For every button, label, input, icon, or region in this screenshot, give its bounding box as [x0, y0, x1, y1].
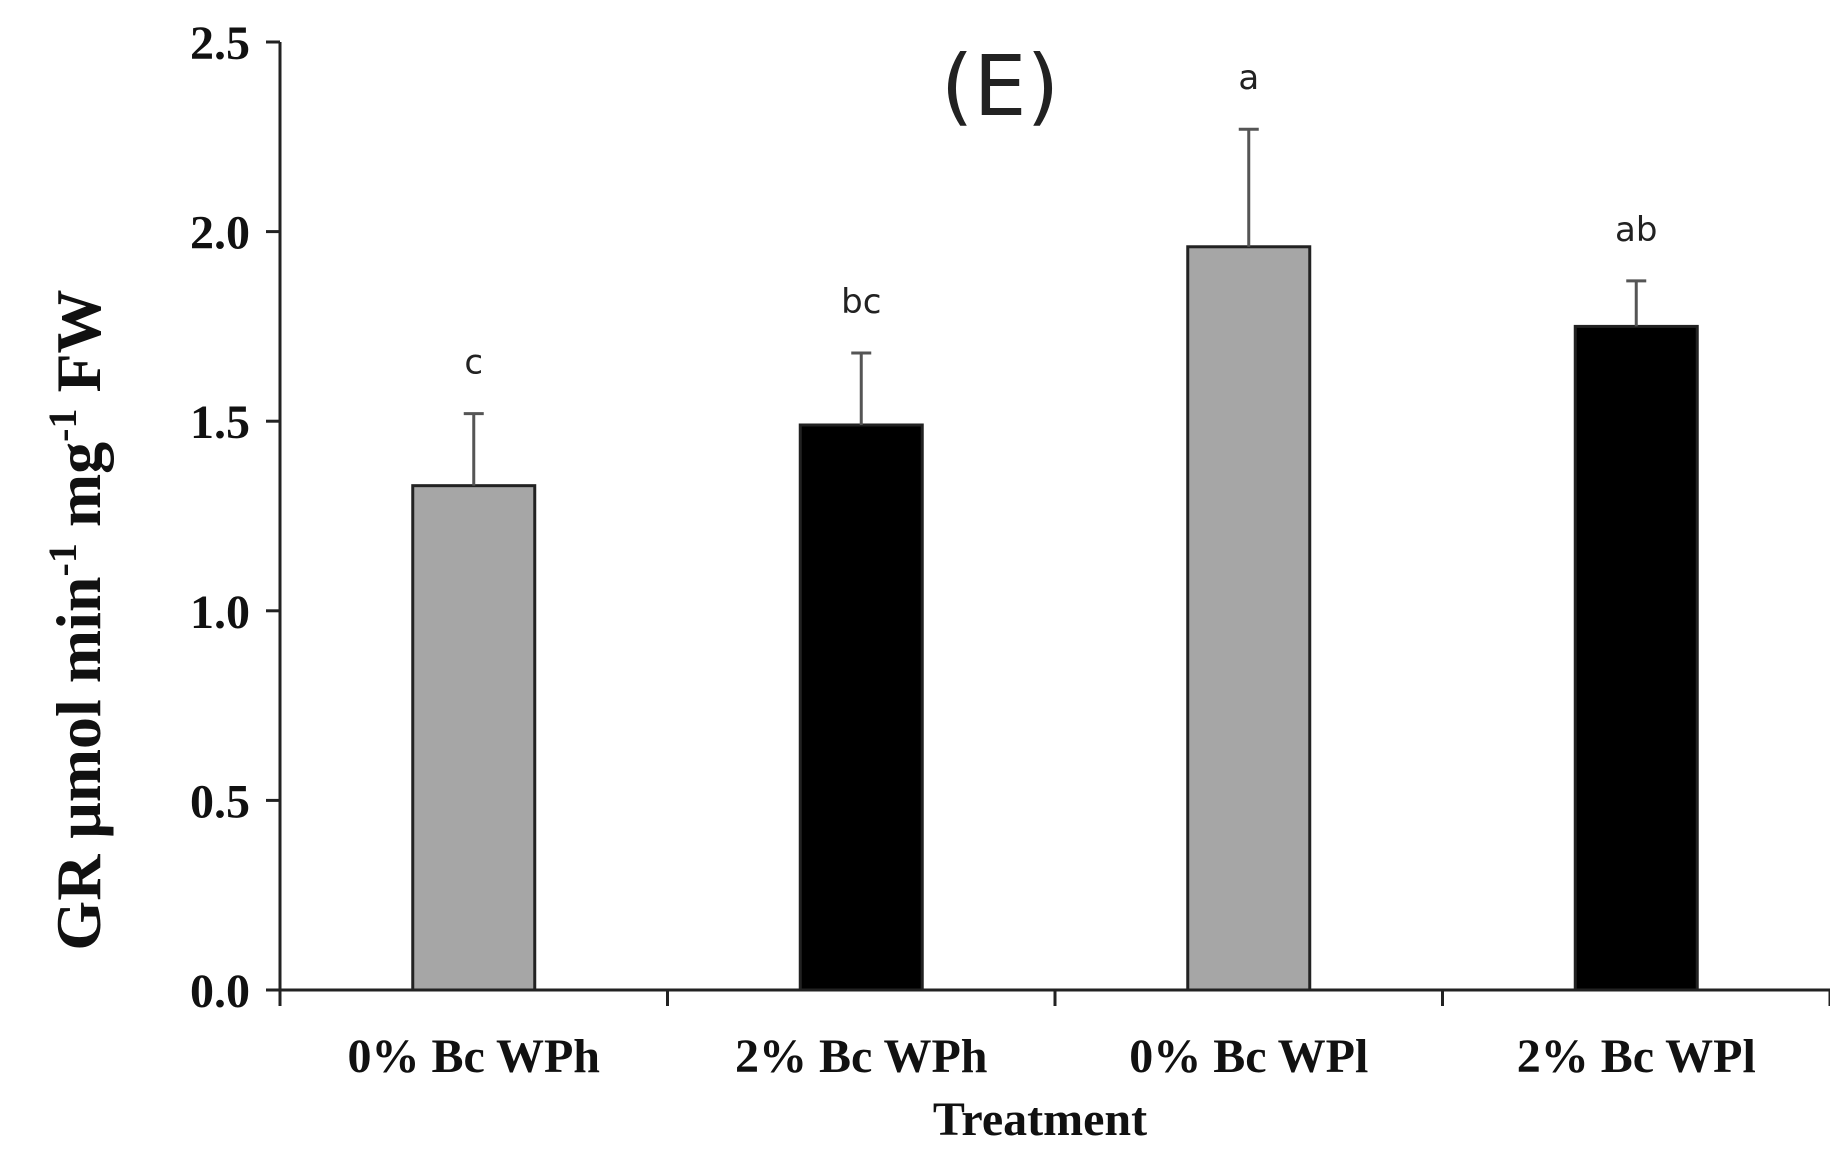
y-axis-label-middle: mg: [43, 442, 114, 543]
x-axis-label: Treatment: [933, 1093, 1147, 1146]
significance-letter-0: c: [464, 343, 483, 383]
x-tick-label-0: 0% Bc WPh: [348, 1030, 600, 1083]
bar-2: [1186, 245, 1312, 992]
y-tick-label-4: 2.0: [190, 207, 250, 260]
bar-3: [1573, 324, 1699, 992]
significance-letter-3: ab: [1615, 210, 1657, 250]
y-tick-label-0: 0.0: [190, 965, 250, 1018]
x-tick-label-1: 2% Bc WPh: [735, 1030, 987, 1083]
y-axis-label-sup2: -1: [40, 409, 85, 442]
chart-title: (E): [941, 37, 1060, 135]
y-axis-label-sup1: -1: [40, 543, 85, 576]
y-tick-label-1: 0.5: [190, 775, 250, 828]
bar-1: [798, 423, 924, 992]
y-tick-label-5: 2.5: [190, 17, 250, 70]
y-axis-label: GR μmol min-1 mg-1 FW: [40, 289, 114, 950]
bar-0: [411, 484, 537, 992]
x-tick-label-2: 0% Bc WPl: [1129, 1030, 1368, 1083]
y-tick-label-2: 1.0: [190, 586, 250, 639]
significance-letter-1: bc: [841, 282, 881, 322]
y-axis-label-prefix: GR μmol min: [43, 577, 114, 951]
y-tick-label-3: 1.5: [190, 396, 250, 449]
plot-area: 0.0 0.5 1.0 1.5 2.0 2.5 c 0% Bc WPh bc 2% Bc WPh a…: [190, 17, 1830, 1083]
x-tick-label-3: 2% Bc WPl: [1517, 1030, 1756, 1083]
y-axis-label-suffix: FW: [43, 289, 114, 408]
significance-letter-2: a: [1238, 58, 1259, 98]
